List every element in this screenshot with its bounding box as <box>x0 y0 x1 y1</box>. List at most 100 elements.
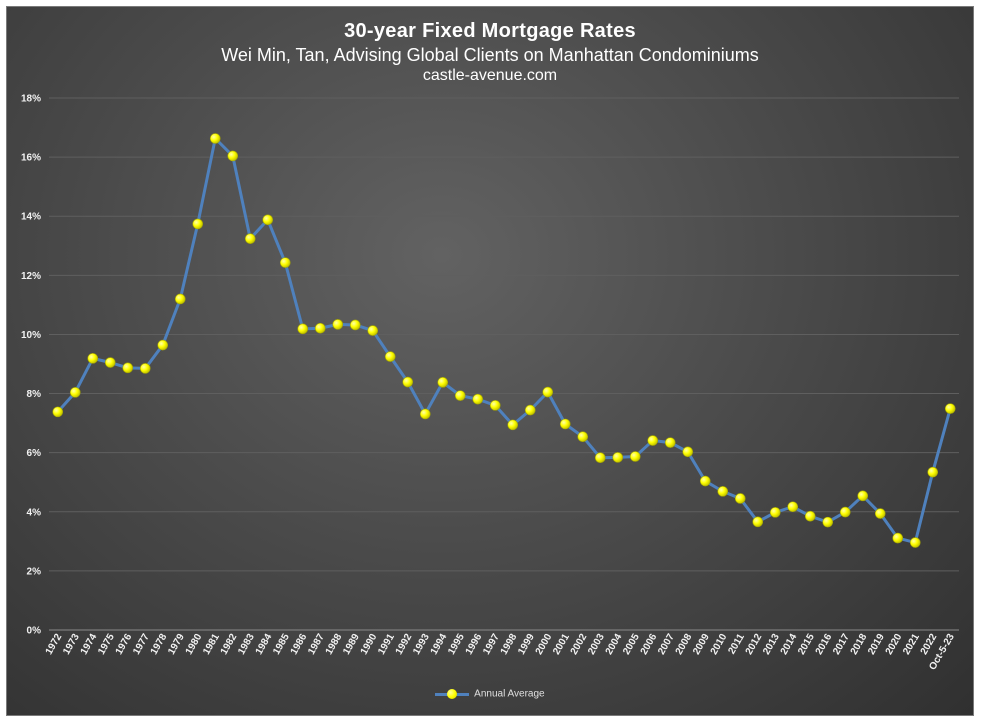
x-tick-label: 1987 <box>306 632 327 657</box>
x-tick-label: 1983 <box>236 632 257 657</box>
data-point <box>769 507 781 518</box>
data-point <box>542 386 554 398</box>
series-line-annual-average <box>56 136 952 545</box>
data-point <box>524 404 536 416</box>
data-point <box>87 353 99 364</box>
data-point <box>822 516 834 528</box>
data-point <box>892 532 904 544</box>
x-tick-label: 2013 <box>761 632 782 657</box>
x-tick-label: 2009 <box>691 632 712 657</box>
legend-label: Annual Average <box>474 688 545 700</box>
x-tick-label: 1972 <box>44 632 65 657</box>
x-tick-label: 2012 <box>744 632 765 657</box>
x-tick-label: 1979 <box>166 632 187 657</box>
x-tick-label: 2003 <box>586 632 607 657</box>
data-point <box>209 133 221 144</box>
x-tick-label: 1998 <box>499 632 520 657</box>
x-tick-label: 1989 <box>341 632 362 657</box>
y-tick-label: 12% <box>21 271 41 282</box>
x-tick-label: 1985 <box>271 632 292 657</box>
y-tick-label: 4% <box>27 507 42 518</box>
y-tick-label: 14% <box>21 212 41 223</box>
data-point <box>839 506 851 518</box>
y-tick-label: 18% <box>21 94 41 105</box>
x-tick-label: 1978 <box>149 632 170 657</box>
data-point <box>489 400 501 411</box>
data-point <box>437 377 449 388</box>
data-point <box>367 325 379 336</box>
x-tick-label: 2014 <box>779 632 800 657</box>
x-tick-label: 1994 <box>429 632 450 657</box>
x-tick-label: 2008 <box>674 632 695 657</box>
x-tick-label: 1976 <box>114 632 135 657</box>
data-point <box>244 233 256 244</box>
x-tick-label: 1996 <box>464 632 485 657</box>
data-point <box>157 339 169 351</box>
y-tick-label: 10% <box>21 330 41 341</box>
x-tick-label: 1986 <box>289 632 310 657</box>
x-tick-label: 1980 <box>184 632 205 657</box>
x-tick-label: 1975 <box>96 632 117 657</box>
x-tick-label: 2005 <box>621 632 642 657</box>
data-point <box>297 323 309 335</box>
x-tick-label: 1993 <box>411 632 432 657</box>
data-point <box>52 406 64 418</box>
x-tick-label: 1982 <box>219 632 240 657</box>
data-point <box>717 486 729 497</box>
x-tick-label: 1988 <box>324 632 345 657</box>
y-axis-ticks: 0% 2% 4% 6% 8% 10% 12% 14% 16% 18% <box>21 94 41 637</box>
x-tick-label: 2018 <box>849 632 870 657</box>
x-tick-label: 1974 <box>79 632 100 657</box>
data-point <box>594 452 606 463</box>
y-tick-label: 6% <box>27 448 42 459</box>
chart-frame: 30-year Fixed Mortgage Rates Wei Min, Ta… <box>6 6 974 716</box>
x-tick-label: 2010 <box>709 632 730 657</box>
y-tick-label: 0% <box>27 626 42 637</box>
data-point <box>612 452 624 463</box>
data-point <box>577 431 589 443</box>
y-tick-label: 8% <box>27 389 42 400</box>
x-tick-label: 1990 <box>359 632 380 657</box>
data-point <box>752 516 764 528</box>
x-tick-label: 2002 <box>569 632 590 657</box>
data-point <box>139 363 151 374</box>
plot-area: 0%2%4%6%8%10%12%14%16%18% 19721973197419… <box>21 94 959 673</box>
x-axis-ticks: 1972197319741975197619771978197919801981… <box>44 632 957 673</box>
x-tick-label: 2004 <box>604 632 625 657</box>
data-point <box>227 150 239 162</box>
data-point <box>279 257 291 268</box>
data-point <box>507 419 519 431</box>
data-point <box>174 293 186 305</box>
chart-title: 30-year Fixed Mortgage Rates <box>344 20 636 42</box>
chart-subtitle: Wei Min, Tan, Advising Global Clients on… <box>221 45 759 65</box>
data-point <box>104 357 116 368</box>
data-point <box>647 435 659 446</box>
gridlines <box>49 97 959 631</box>
x-tick-label: 2021 <box>901 632 922 657</box>
data-point <box>804 510 816 522</box>
x-tick-label: 2001 <box>551 632 572 657</box>
data-point <box>332 319 344 330</box>
x-tick-label: 1995 <box>446 632 467 657</box>
legend-marker <box>435 688 470 700</box>
x-tick-label: 2007 <box>656 632 677 657</box>
data-point <box>629 451 641 462</box>
data-point <box>664 437 676 448</box>
data-point <box>909 537 921 548</box>
y-tick-label: 16% <box>21 153 41 164</box>
data-point <box>419 408 431 420</box>
x-tick-label: 1973 <box>61 632 82 657</box>
data-point <box>734 493 746 504</box>
x-tick-label: 2011 <box>726 632 747 657</box>
x-tick-label: 1991 <box>376 632 397 657</box>
x-tick-label: 1992 <box>394 632 415 657</box>
data-point <box>314 322 326 334</box>
data-point <box>787 501 799 513</box>
chart-source: castle-avenue.com <box>422 67 558 84</box>
data-point <box>699 475 711 487</box>
x-tick-label: 2000 <box>534 632 555 657</box>
x-tick-label: 2006 <box>639 632 660 657</box>
x-tick-label: 1997 <box>481 632 502 657</box>
x-tick-label: 1999 <box>516 632 537 657</box>
x-tick-label: 2019 <box>866 632 887 657</box>
